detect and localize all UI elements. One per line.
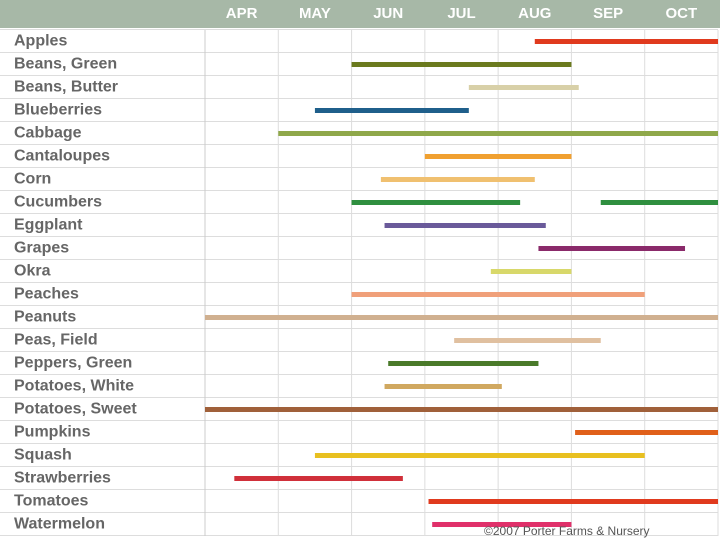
season-bar bbox=[234, 476, 403, 481]
season-bar bbox=[351, 292, 645, 297]
row-label: Potatoes, White bbox=[14, 378, 134, 395]
x-tick-label: MAY bbox=[299, 5, 331, 22]
row-label: Potatoes, Sweet bbox=[14, 401, 137, 418]
row-label: Strawberries bbox=[14, 470, 111, 487]
season-bar bbox=[205, 315, 718, 320]
season-bar bbox=[432, 522, 572, 527]
row-label: Corn bbox=[14, 171, 51, 188]
row-label: Beans, Butter bbox=[14, 79, 118, 96]
row-label: Okra bbox=[14, 263, 51, 280]
x-tick-label: JUL bbox=[447, 5, 475, 22]
row-label: Peas, Field bbox=[14, 332, 98, 349]
season-bar bbox=[454, 338, 601, 343]
row-label: Watermelon bbox=[14, 516, 105, 533]
row-label: Pumpkins bbox=[14, 424, 91, 441]
season-bar bbox=[575, 430, 718, 435]
row-label: Cantaloupes bbox=[14, 148, 110, 165]
row-label: Tomatoes bbox=[14, 493, 88, 510]
season-bar bbox=[490, 269, 572, 274]
season-bar bbox=[388, 361, 539, 366]
season-bar bbox=[384, 384, 502, 389]
season-bar bbox=[314, 453, 645, 458]
season-bar bbox=[351, 200, 521, 205]
row-label: Grapes bbox=[14, 240, 69, 257]
row-label: Squash bbox=[14, 447, 72, 464]
season-bar bbox=[205, 407, 718, 412]
row-label: Cabbage bbox=[14, 125, 82, 142]
season-bar bbox=[314, 108, 469, 113]
row-label: Blueberries bbox=[14, 102, 102, 119]
season-bar bbox=[384, 223, 546, 228]
x-tick-label: APR bbox=[226, 5, 258, 22]
season-bar bbox=[428, 499, 718, 504]
row-label: Peppers, Green bbox=[14, 355, 132, 372]
season-bar bbox=[351, 62, 572, 67]
season-bar bbox=[468, 85, 579, 90]
header-band bbox=[0, 0, 720, 28]
x-tick-label: AUG bbox=[518, 5, 551, 22]
row-label: Beans, Green bbox=[14, 56, 117, 73]
season-bar bbox=[600, 200, 718, 205]
row-label: Cucumbers bbox=[14, 194, 102, 211]
row-label: Peaches bbox=[14, 286, 79, 303]
row-label: Apples bbox=[14, 33, 67, 50]
x-tick-label: SEP bbox=[593, 5, 623, 22]
row-label: Eggplant bbox=[14, 217, 83, 234]
season-bar bbox=[278, 131, 718, 136]
x-tick-label: OCT bbox=[666, 5, 698, 22]
season-bar bbox=[380, 177, 535, 182]
credit: ©2007 Porter Farms & Nursery bbox=[484, 524, 650, 538]
row-label: Peanuts bbox=[14, 309, 76, 326]
x-tick-label: JUN bbox=[373, 5, 403, 22]
season-bar bbox=[534, 39, 718, 44]
season-bar bbox=[424, 154, 572, 159]
season-bar bbox=[538, 246, 686, 251]
